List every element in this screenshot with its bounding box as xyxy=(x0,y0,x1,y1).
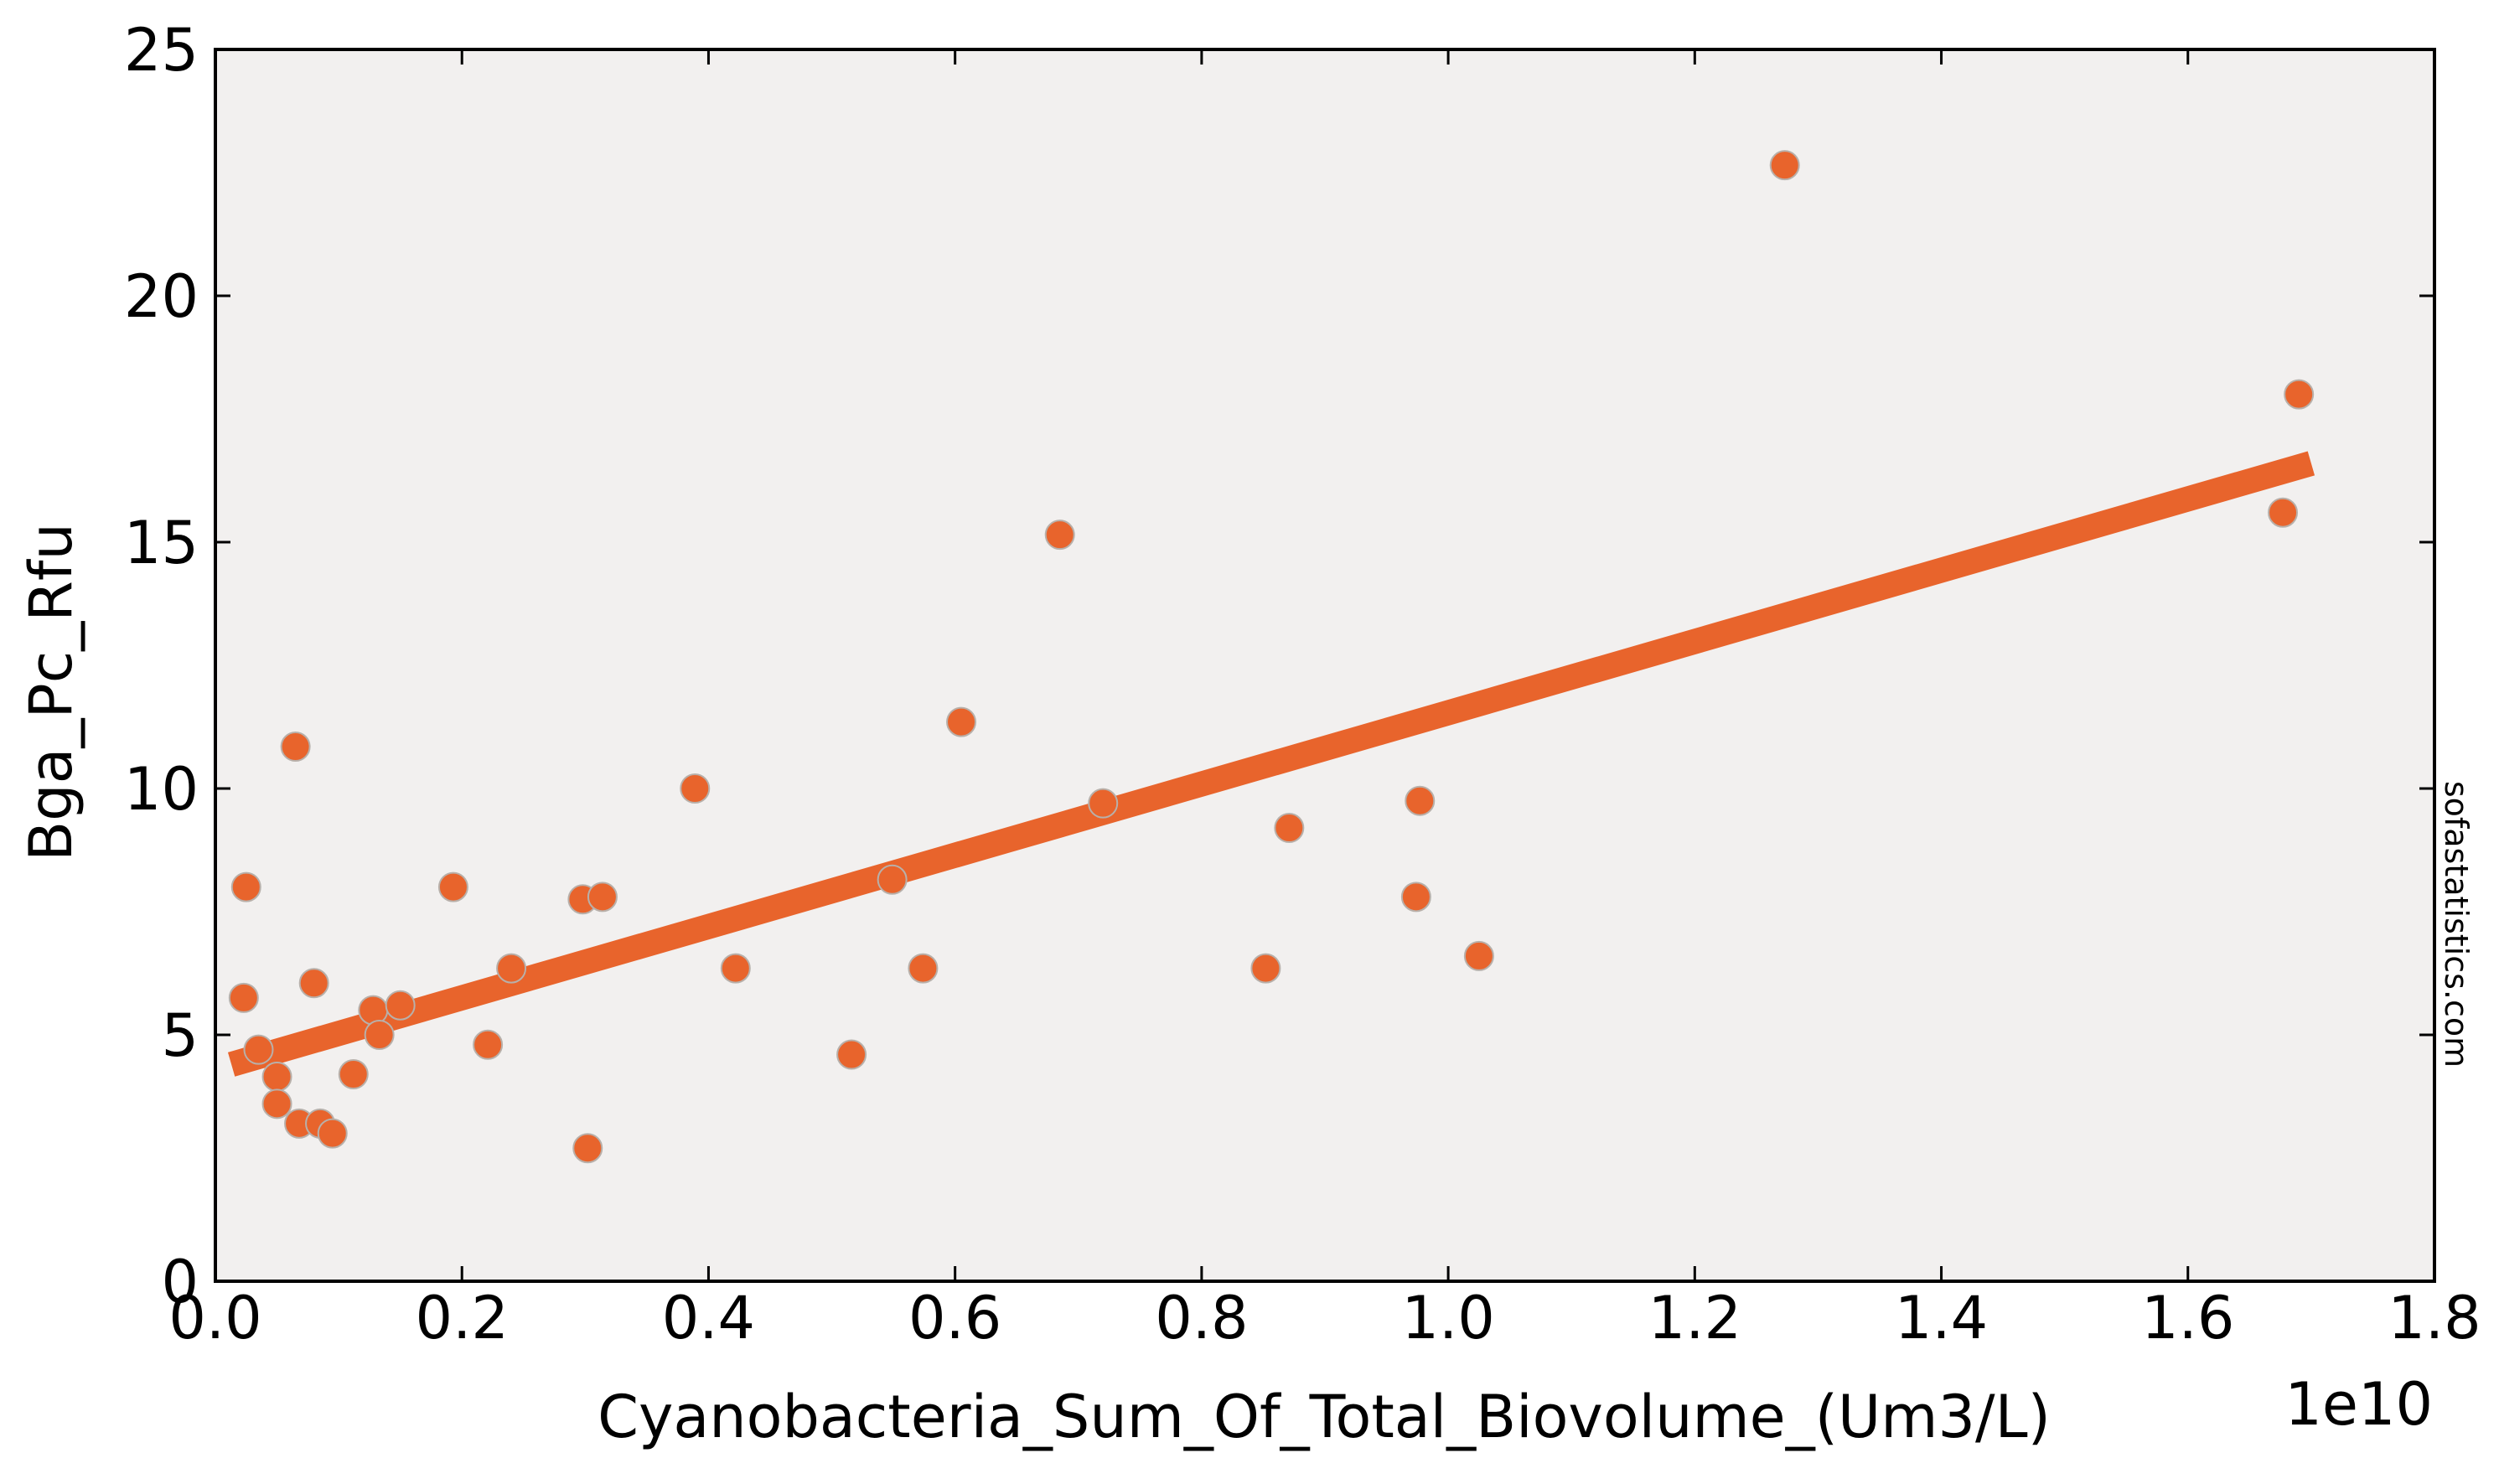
x-tick-label: 1.2 xyxy=(1648,1284,1741,1352)
data-point xyxy=(946,706,977,737)
data-point xyxy=(720,953,751,984)
data-point xyxy=(261,1061,292,1092)
data-point xyxy=(230,871,261,902)
x-tick-label: 1.8 xyxy=(2388,1284,2481,1352)
data-point xyxy=(2268,497,2299,528)
data-point xyxy=(836,1039,867,1070)
y-axis-label: Bga_Pc_Rfu xyxy=(17,523,85,861)
data-point xyxy=(437,871,468,902)
y-tick-label: 25 xyxy=(124,16,199,85)
x-tick-label: 1.6 xyxy=(2141,1284,2234,1352)
data-points xyxy=(228,150,2315,1164)
plot-background xyxy=(215,49,2434,1281)
data-point xyxy=(1405,785,1436,816)
x-tick-label: 0.2 xyxy=(416,1284,509,1352)
data-point xyxy=(243,1034,274,1065)
plot-frame xyxy=(214,48,2436,1283)
data-point xyxy=(364,1020,395,1050)
data-point xyxy=(496,953,527,984)
axis-ticks xyxy=(214,48,2436,1283)
data-point xyxy=(317,1118,348,1149)
data-point xyxy=(385,990,416,1021)
x-tick-label: 0.4 xyxy=(662,1284,755,1352)
trend-line xyxy=(227,451,2315,1077)
data-point xyxy=(877,864,908,895)
data-point xyxy=(228,982,259,1013)
watermark: sofastatistics.com xyxy=(2438,781,2475,1068)
data-point xyxy=(587,882,618,913)
data-point xyxy=(1769,150,1800,181)
x-tick-label: 0.8 xyxy=(1155,1284,1248,1352)
y-tick-label: 20 xyxy=(124,262,199,331)
data-point xyxy=(298,968,329,999)
data-point xyxy=(572,1133,603,1164)
y-tick-label: 0 xyxy=(161,1248,199,1316)
y-tick-label: 10 xyxy=(124,755,199,824)
data-point xyxy=(1044,520,1075,551)
y-tick-label: 15 xyxy=(124,509,199,577)
y-tick-label: 5 xyxy=(161,1001,199,1070)
data-point xyxy=(680,773,711,804)
x-tick-label: 1.4 xyxy=(1895,1284,1988,1352)
axis-tick-labels: 0.0 0.2 0.4 0.6 0.8 1.0 1.2 1.4 1.6 1.8 0 5 10 15 20 25 xyxy=(124,16,2481,1352)
x-tick-label: 0.0 xyxy=(168,1284,261,1352)
data-point xyxy=(473,1029,504,1060)
data-point xyxy=(261,1088,292,1119)
data-point xyxy=(1250,953,1281,984)
data-point xyxy=(338,1059,369,1090)
data-point xyxy=(908,953,939,984)
data-point xyxy=(2284,379,2315,410)
x-offset-label: 1e10 xyxy=(2284,1370,2433,1439)
data-point xyxy=(358,995,389,1026)
data-point xyxy=(1274,813,1305,844)
data-point xyxy=(1088,788,1119,819)
x-axis-label: Cyanobacteria_Sum_Of_Total_Biovolume_(Um… xyxy=(598,1383,2051,1451)
data-point xyxy=(280,732,311,763)
data-point xyxy=(1400,882,1431,913)
trend-line-group xyxy=(227,451,2315,1077)
x-tick-label: 1.0 xyxy=(1401,1284,1494,1352)
data-point xyxy=(1463,940,1494,971)
x-tick-label: 0.6 xyxy=(908,1284,1001,1352)
